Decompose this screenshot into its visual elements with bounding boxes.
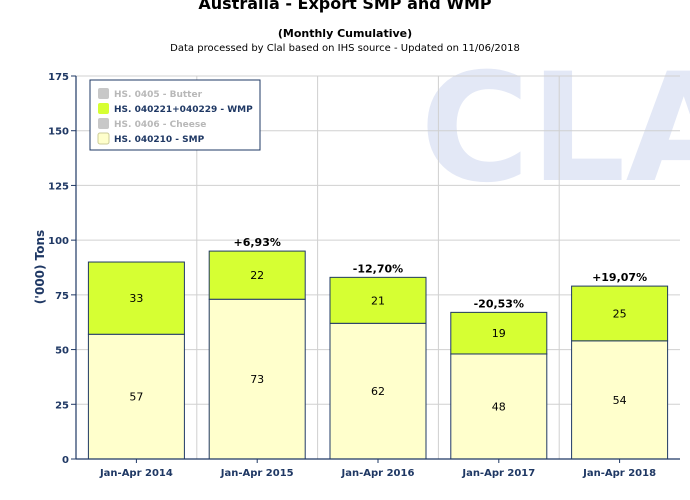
source-note: Data processed by Clal based on IHS sour…: [170, 43, 520, 54]
y-tick-label: 25: [55, 400, 69, 411]
percent-change-label: +6,93%: [234, 236, 281, 249]
data-label-smp: 54: [613, 394, 627, 407]
data-label-wmp: 22: [250, 269, 264, 282]
data-label-wmp: 25: [613, 307, 627, 320]
bar-wmp: [571, 285, 669, 342]
bar-wmp: [87, 261, 185, 335]
x-tick-label: Jan-Apr 2018: [582, 468, 656, 479]
y-tick-label: 150: [48, 127, 69, 138]
y-tick-label: 50: [55, 346, 69, 357]
data-label-wmp: 21: [371, 294, 385, 307]
legend-item-label: HS. 040221+040229 - WMP: [114, 105, 253, 115]
legend-item-label: HS. 0405 - Butter: [114, 90, 203, 100]
data-label-smp: 62: [371, 385, 385, 398]
percent-change-label: -20,53%: [474, 297, 524, 310]
legend-swatch: [98, 88, 109, 99]
legend-swatch: [98, 103, 109, 114]
legend-swatch: [97, 132, 110, 145]
legend-item-label: HS. 0406 - Cheese: [114, 120, 206, 130]
legend-box: [89, 79, 261, 151]
legend-item-label: HS. 040210 - SMP: [114, 135, 205, 145]
legend: HS. 0405 - Butter HS. 040221+040229 - WMP…: [89, 79, 261, 151]
percent-change-label: -12,70%: [353, 262, 403, 275]
x-tick-label: Jan-Apr 2014: [99, 468, 173, 479]
bar-smp: [571, 340, 669, 460]
bar-wmp: [329, 276, 427, 324]
y-tick-label: 75: [55, 291, 69, 302]
legend-swatch: [98, 118, 109, 129]
bar-smp: [87, 333, 185, 460]
x-tick-label: Jan-Apr 2016: [341, 468, 415, 479]
data-label-smp: 57: [129, 391, 143, 404]
x-tick-label: Jan-Apr 2015: [220, 468, 294, 479]
chart-title: Australia - Export SMP and WMP: [198, 0, 492, 13]
data-label-wmp: 19: [492, 327, 506, 340]
y-tick-label: 125: [48, 181, 69, 192]
bar-wmp: [450, 311, 548, 355]
percent-change-label: +19,07%: [592, 271, 647, 284]
watermark-logo: CLAL: [420, 42, 690, 216]
chart-subtitle: (Monthly Cumulative): [277, 27, 413, 40]
bar-smp: [208, 298, 306, 460]
x-tick-label: Jan-Apr 2017: [461, 468, 535, 479]
bar-smp: [329, 322, 427, 460]
y-tick-label: 100: [48, 236, 69, 247]
y-tick-label: 175: [48, 72, 69, 83]
y-tick-label: 0: [62, 455, 69, 466]
data-label-wmp: 33: [129, 292, 143, 305]
data-label-smp: 73: [250, 373, 264, 386]
bar-wmp: [208, 250, 306, 300]
data-label-smp: 48: [492, 400, 506, 413]
y-axis-label: ('000) Tons: [33, 230, 47, 304]
